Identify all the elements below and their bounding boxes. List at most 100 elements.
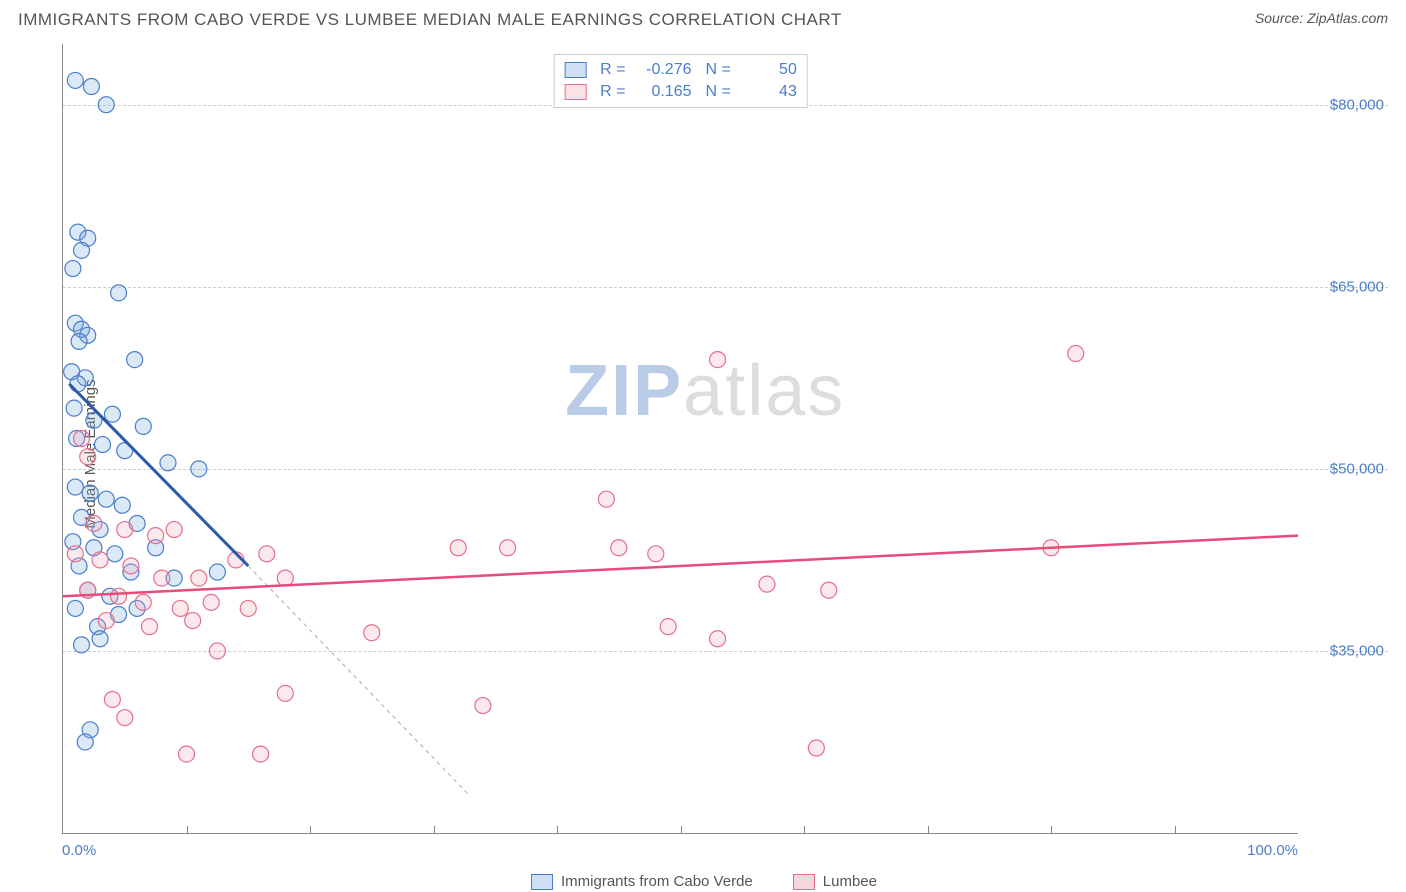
chart-header: IMMIGRANTS FROM CABO VERDE VS LUMBEE MED… (0, 0, 1406, 36)
scatter-point (475, 698, 491, 714)
scatter-point (135, 418, 151, 434)
scatter-point (74, 637, 90, 653)
legend-label-series2: Lumbee (823, 873, 877, 890)
swatch-series2 (564, 84, 586, 100)
scatter-point (598, 491, 614, 507)
scatter-point (203, 594, 219, 610)
source-label: Source: (1255, 10, 1303, 26)
legend-swatch-series2 (793, 874, 815, 890)
legend-row-series1: R = -0.276 N = 50 (564, 59, 797, 81)
scatter-point (104, 406, 120, 422)
scatter-point (648, 546, 664, 562)
scatter-point (660, 619, 676, 635)
x-tick-max: 100.0% (1247, 842, 1298, 859)
scatter-svg (63, 44, 1298, 833)
n-value-1: 50 (741, 61, 797, 79)
scatter-point (114, 497, 130, 513)
scatter-point (107, 546, 123, 562)
scatter-point (117, 522, 133, 538)
scatter-point (259, 546, 275, 562)
scatter-point (253, 746, 269, 762)
scatter-point (154, 570, 170, 586)
scatter-point (450, 540, 466, 556)
legend-row-series2: R = 0.165 N = 43 (564, 81, 797, 103)
scatter-point (77, 734, 93, 750)
scatter-point (98, 613, 114, 629)
scatter-point (160, 455, 176, 471)
scatter-point (166, 522, 182, 538)
n-value-2: 43 (741, 83, 797, 101)
y-tick-label: $35,000 (1330, 642, 1384, 659)
y-tick-label: $65,000 (1330, 278, 1384, 295)
legend-swatch-series1 (531, 874, 553, 890)
scatter-point (67, 600, 83, 616)
scatter-point (80, 449, 96, 465)
scatter-point (74, 242, 90, 258)
scatter-point (500, 540, 516, 556)
scatter-point (179, 746, 195, 762)
scatter-point (209, 643, 225, 659)
y-tick-label: $50,000 (1330, 460, 1384, 477)
scatter-point (710, 352, 726, 368)
scatter-point (98, 491, 114, 507)
chart-area: Median Male Earnings ZIPatlas R = -0.276… (20, 44, 1388, 864)
scatter-point (95, 437, 111, 453)
scatter-point (67, 479, 83, 495)
scatter-point (277, 685, 293, 701)
x-axis: 0.0% 100.0% (62, 834, 1298, 864)
n-label-1: N = (706, 61, 731, 79)
swatch-series1 (564, 62, 586, 78)
scatter-point (364, 625, 380, 641)
scatter-point (98, 97, 114, 113)
source-attribution: Source: ZipAtlas.com (1255, 10, 1388, 26)
legend-item-series1: Immigrants from Cabo Verde (531, 873, 753, 890)
scatter-point (123, 558, 139, 574)
scatter-point (127, 352, 143, 368)
y-tick-label: $80,000 (1330, 96, 1384, 113)
scatter-point (148, 528, 164, 544)
scatter-point (67, 546, 83, 562)
scatter-point (82, 485, 98, 501)
scatter-point (92, 552, 108, 568)
legend-item-series2: Lumbee (793, 873, 877, 890)
scatter-point (185, 613, 201, 629)
scatter-point (611, 540, 627, 556)
scatter-point (65, 261, 81, 277)
scatter-point (83, 78, 99, 94)
scatter-point (71, 333, 87, 349)
scatter-point (240, 600, 256, 616)
scatter-point (111, 588, 127, 604)
plot-region: ZIPatlas R = -0.276 N = 50 R = 0.165 N =… (62, 44, 1298, 834)
x-tick-min: 0.0% (62, 842, 96, 859)
scatter-point (117, 710, 133, 726)
r-value-1: -0.276 (636, 61, 692, 79)
scatter-point (66, 400, 82, 416)
scatter-point (141, 619, 157, 635)
r-label-1: R = (600, 61, 625, 79)
scatter-point (67, 72, 83, 88)
series-legend: Immigrants from Cabo Verde Lumbee (531, 873, 877, 890)
source-value: ZipAtlas.com (1307, 10, 1388, 26)
scatter-point (808, 740, 824, 756)
scatter-point (92, 631, 108, 647)
scatter-point (172, 600, 188, 616)
scatter-point (74, 431, 90, 447)
scatter-point (191, 461, 207, 477)
scatter-point (1068, 346, 1084, 362)
scatter-point (104, 691, 120, 707)
scatter-point (191, 570, 207, 586)
chart-title: IMMIGRANTS FROM CABO VERDE VS LUMBEE MED… (18, 10, 842, 30)
r-label-2: R = (600, 83, 625, 101)
scatter-point (111, 285, 127, 301)
scatter-point (710, 631, 726, 647)
scatter-point (70, 376, 86, 392)
trend-line-extension (248, 566, 470, 797)
scatter-point (759, 576, 775, 592)
correlation-legend: R = -0.276 N = 50 R = 0.165 N = 43 (553, 54, 808, 108)
scatter-point (86, 515, 102, 531)
legend-label-series1: Immigrants from Cabo Verde (561, 873, 753, 890)
r-value-2: 0.165 (636, 83, 692, 101)
scatter-point (821, 582, 837, 598)
scatter-point (209, 564, 225, 580)
scatter-point (277, 570, 293, 586)
